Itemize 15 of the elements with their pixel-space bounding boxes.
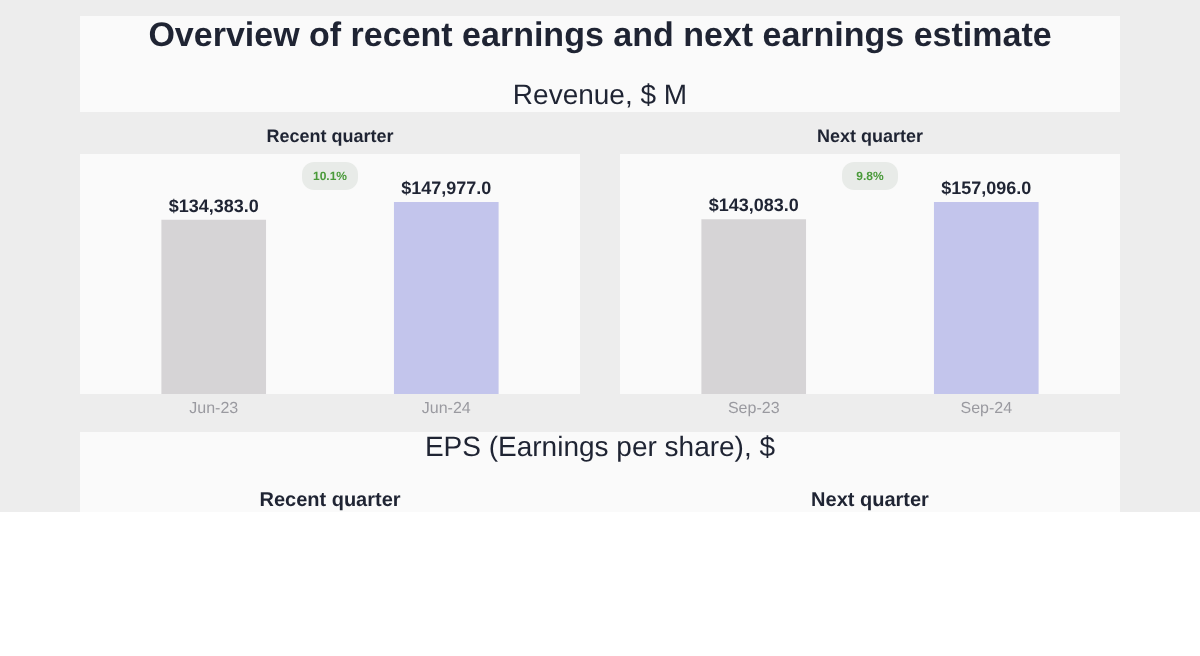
- text: Revenue, $ M: [512, 78, 688, 110]
- text: Overview of recent earnings and next earnings estimate: [148, 16, 1052, 54]
- x-tick-label: Sep-23: [727, 399, 781, 417]
- data-label: $157,096.0: [941, 178, 1032, 198]
- data-label: $147,977.0: [401, 178, 492, 198]
- text: Recent quarter: [259, 490, 401, 512]
- x-tick-label: Jun-24: [421, 399, 472, 417]
- data-label: $134,383.0: [168, 195, 259, 216]
- chart-title: Next quarter: [816, 126, 925, 146]
- chart-title: Recent quarter: [266, 126, 395, 146]
- data-label: $143,083.0: [708, 195, 799, 216]
- x-tick-label: Sep-24: [960, 399, 1014, 417]
- text: EPS (Earnings per share), $: [424, 430, 776, 462]
- text: Next quarter: [811, 490, 930, 512]
- x-tick-label: Jun-23: [189, 399, 240, 417]
